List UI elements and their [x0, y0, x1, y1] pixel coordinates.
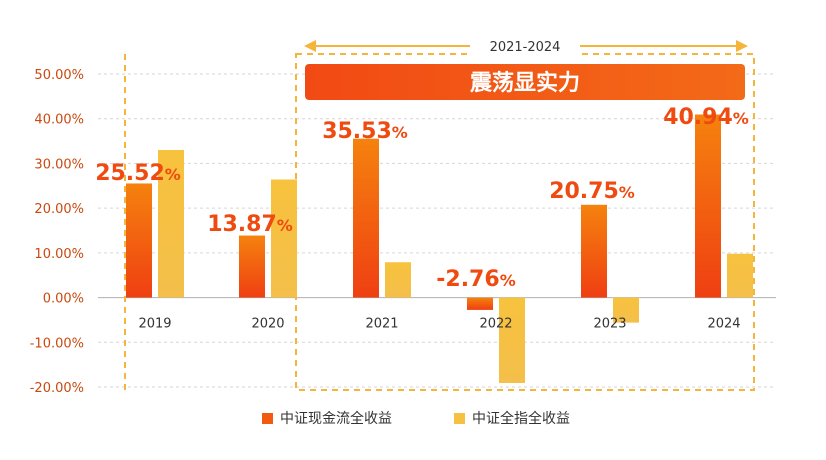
y-tick-label: 50.00%: [34, 68, 84, 83]
range-label-bg: [470, 36, 580, 56]
labels-layer: 2019 2020 2021 2022 2023 2024 25.52% 13.87% 35.5…: [95, 105, 749, 332]
data-label-2023: 20.75%: [549, 179, 635, 204]
banner: [305, 64, 745, 100]
bars-layer: [126, 114, 753, 383]
y-tick-label: -20.00%: [30, 381, 84, 396]
bar-all-index-2020: [271, 179, 297, 298]
x-tick-label-2021: 2021: [365, 317, 398, 332]
x-tick-label-2019: 2019: [138, 317, 171, 332]
bar-all-index-2024: [727, 253, 753, 298]
bar-all-index-2019: [158, 150, 184, 298]
data-label-2021: 35.53%: [322, 119, 408, 144]
x-tick-label-2022: 2022: [479, 317, 512, 332]
bar-cash-flow-2022: [467, 297, 493, 310]
y-tick-label: -10.00%: [30, 336, 84, 351]
legend-label-all-index: 中证全指全收益: [472, 410, 570, 427]
legend-swatch-cash-flow: [262, 413, 273, 424]
banner-text: 震荡显实力: [470, 70, 580, 96]
data-label-2019: 25.52%: [95, 161, 181, 186]
bar-cash-flow-2021: [353, 138, 379, 298]
legend: 中证现金流全收益 中证全指全收益: [262, 410, 570, 427]
grid-layer: -20.00% -10.00% 0.00% 10.00% 20.00% 30.00% 40.…: [30, 68, 776, 396]
x-tick-label-2024: 2024: [707, 317, 740, 332]
range-arrow-left-head: [304, 40, 316, 52]
bar-cash-flow-2023: [581, 204, 607, 298]
bar-cash-flow-2019: [126, 183, 152, 298]
range-arrow-right-head: [736, 40, 748, 52]
legend-swatch-all-index: [454, 413, 465, 424]
bar-all-index-2022: [499, 297, 525, 383]
y-tick-label: 10.00%: [34, 247, 84, 262]
bar-cash-flow-2020: [239, 235, 265, 298]
x-tick-label-2023: 2023: [593, 317, 626, 332]
x-tick-label-2020: 2020: [251, 317, 284, 332]
y-tick-label: 40.00%: [34, 113, 84, 128]
y-tick-label: 30.00%: [34, 157, 84, 172]
y-tick-label: 20.00%: [34, 202, 84, 217]
bar-cash-flow-2024: [695, 114, 721, 298]
bar-all-index-2023: [613, 297, 639, 323]
legend-label-cash-flow: 中证现金流全收益: [280, 410, 392, 427]
range-label: 2021-2024: [490, 40, 561, 55]
data-label-2022: -2.76%: [436, 267, 515, 292]
data-label-2020: 13.87%: [207, 212, 293, 237]
data-label-2024: 40.94%: [663, 105, 749, 130]
y-tick-label: 0.00%: [43, 292, 84, 307]
bar-all-index-2021: [385, 262, 411, 298]
